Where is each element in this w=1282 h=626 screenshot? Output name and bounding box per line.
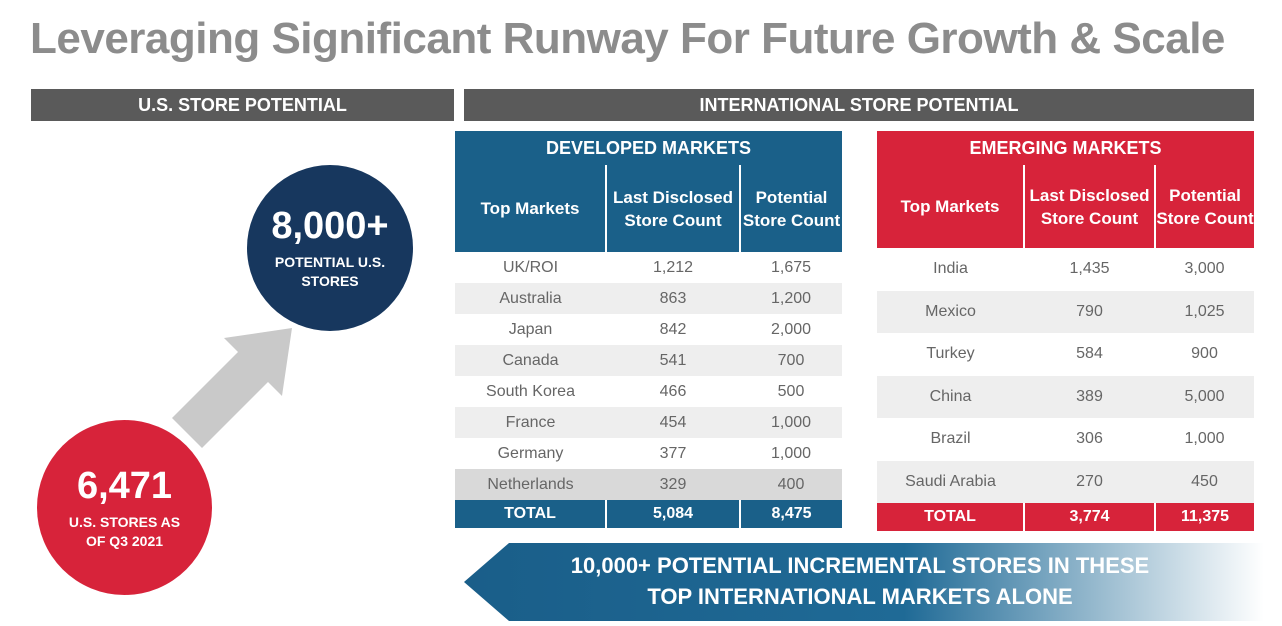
em-header-last-disclosed: Last Disclosed Store Count xyxy=(1023,165,1155,248)
banner-line-2: TOP INTERNATIONAL MARKETS ALONE xyxy=(647,584,1073,609)
market-name: China xyxy=(877,375,1024,418)
last-disclosed-count: 454 xyxy=(606,407,740,438)
table-row: UK/ROI 1,212 1,675 xyxy=(455,252,842,283)
total-potential: 11,375 xyxy=(1153,503,1255,531)
total-last-disclosed: 3,774 xyxy=(1023,503,1155,531)
last-disclosed-count: 1,435 xyxy=(1024,248,1155,291)
developed-markets-table: DEVELOPED MARKETS Top Markets Last Discl… xyxy=(455,131,842,528)
potential-us-stores-label-1: POTENTIAL U.S. xyxy=(274,254,386,270)
last-disclosed-count: 1,212 xyxy=(606,252,740,283)
market-name: Germany xyxy=(455,438,606,469)
potential-count: 5,000 xyxy=(1155,375,1255,418)
emerging-markets-table: EMERGING MARKETS Top Markets Last Disclo… xyxy=(877,131,1255,531)
market-name: Turkey xyxy=(877,333,1024,376)
last-disclosed-count: 377 xyxy=(606,438,740,469)
banner-text: 10,000+ POTENTIAL INCREMENTAL STORES IN … xyxy=(520,550,1200,612)
potential-count: 450 xyxy=(1155,460,1255,503)
table-row: Canada 541 700 xyxy=(455,345,842,376)
potential-count: 900 xyxy=(1155,333,1255,376)
potential-count: 700 xyxy=(740,345,842,376)
last-disclosed-count: 863 xyxy=(606,283,740,314)
total-potential: 8,475 xyxy=(739,500,842,528)
market-name: South Korea xyxy=(455,376,606,407)
last-disclosed-count: 790 xyxy=(1024,290,1155,333)
total-label: TOTAL xyxy=(877,503,1024,531)
potential-count: 1,675 xyxy=(740,252,842,283)
dev-header-potential: Potential Store Count xyxy=(739,165,842,252)
incremental-stores-banner xyxy=(464,543,1264,621)
potential-count: 500 xyxy=(740,376,842,407)
potential-count: 2,000 xyxy=(740,314,842,345)
table-row: South Korea 466 500 xyxy=(455,376,842,407)
last-disclosed-count: 329 xyxy=(606,469,740,500)
emerging-total-row: TOTAL 3,774 11,375 xyxy=(877,503,1255,531)
dev-header-last-disclosed: Last Disclosed Store Count xyxy=(605,165,740,252)
last-disclosed-count: 389 xyxy=(1024,375,1155,418)
dev-header-top-markets: Top Markets xyxy=(455,165,606,252)
potential-count: 1,000 xyxy=(1155,418,1255,461)
em-header-potential: Potential Store Count xyxy=(1153,165,1255,248)
international-store-potential-header: INTERNATIONAL STORE POTENTIAL xyxy=(464,89,1254,121)
last-disclosed-count: 270 xyxy=(1024,460,1155,503)
last-disclosed-count: 466 xyxy=(606,376,740,407)
potential-count: 1,200 xyxy=(740,283,842,314)
potential-us-stores-value: 8,000+ xyxy=(271,205,389,247)
current-us-stores-circle: 6,471 U.S. STORES AS OF Q3 2021 xyxy=(37,420,212,595)
us-store-potential-header: U.S. STORE POTENTIAL xyxy=(31,89,454,121)
market-name: France xyxy=(455,407,606,438)
page-title: Leveraging Significant Runway For Future… xyxy=(30,14,1225,63)
potential-count: 3,000 xyxy=(1155,248,1255,291)
market-name: Netherlands xyxy=(455,469,606,500)
table-row: Australia 863 1,200 xyxy=(455,283,842,314)
potential-count: 1,000 xyxy=(740,407,842,438)
table-row: Saudi Arabia 270 450 xyxy=(877,460,1255,503)
table-row: Mexico 790 1,025 xyxy=(877,290,1255,333)
market-name: Canada xyxy=(455,345,606,376)
table-row: Brazil 306 1,000 xyxy=(877,418,1255,461)
table-row: Germany 377 1,000 xyxy=(455,438,842,469)
current-us-stores-value: 6,471 xyxy=(76,464,173,507)
market-name: Brazil xyxy=(877,418,1024,461)
table-row: Turkey 584 900 xyxy=(877,333,1255,376)
potential-count: 1,000 xyxy=(740,438,842,469)
table-row: India 1,435 3,000 xyxy=(877,248,1255,291)
last-disclosed-count: 306 xyxy=(1024,418,1155,461)
em-header-top-markets: Top Markets xyxy=(877,165,1024,248)
table-row: France 454 1,000 xyxy=(455,407,842,438)
total-label: TOTAL xyxy=(455,500,606,528)
growth-arrow-icon xyxy=(172,328,292,448)
table-row: China 389 5,000 xyxy=(877,375,1255,418)
last-disclosed-count: 541 xyxy=(606,345,740,376)
table-row: Netherlands 329 400 xyxy=(455,469,842,500)
last-disclosed-count: 842 xyxy=(606,314,740,345)
potential-count: 1,025 xyxy=(1155,290,1255,333)
current-us-stores-label-2: OF Q3 2021 xyxy=(85,532,164,549)
total-last-disclosed: 5,084 xyxy=(605,500,740,528)
potential-us-stores-label-2: STORES xyxy=(301,273,359,289)
market-name: UK/ROI xyxy=(455,252,606,283)
market-name: Japan xyxy=(455,314,606,345)
potential-count: 400 xyxy=(740,469,842,500)
table-row: Japan 842 2,000 xyxy=(455,314,842,345)
developed-total-row: TOTAL 5,084 8,475 xyxy=(455,500,842,528)
market-name: Mexico xyxy=(877,290,1024,333)
potential-us-stores-circle: 8,000+ POTENTIAL U.S. STORES xyxy=(247,165,413,331)
emerging-markets-title: EMERGING MARKETS xyxy=(877,131,1255,165)
market-name: India xyxy=(877,248,1024,291)
developed-markets-title: DEVELOPED MARKETS xyxy=(455,131,842,165)
last-disclosed-count: 584 xyxy=(1024,333,1155,376)
banner-line-1: 10,000+ POTENTIAL INCREMENTAL STORES IN … xyxy=(570,553,1150,578)
market-name: Saudi Arabia xyxy=(877,460,1024,503)
current-us-stores-label-1: U.S. STORES AS xyxy=(68,513,181,530)
market-name: Australia xyxy=(455,283,606,314)
